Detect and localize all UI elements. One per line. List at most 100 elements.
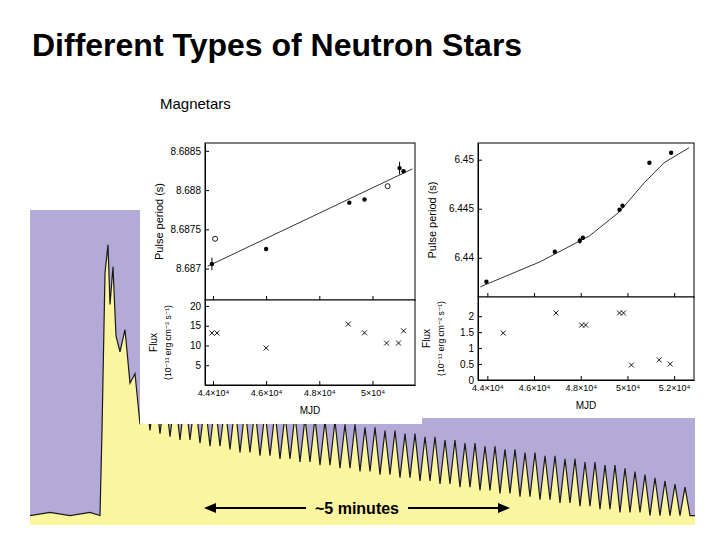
- data-point: [669, 151, 673, 155]
- tick-mark: [205, 326, 209, 327]
- tick: 5: [195, 360, 209, 371]
- tick: 6.44: [455, 252, 482, 263]
- annotation: ~5 minutes: [315, 500, 399, 517]
- tick: 6.45: [455, 154, 482, 165]
- tick: 10: [190, 340, 209, 351]
- fit-line: [208, 169, 413, 266]
- data-point: [553, 310, 558, 315]
- tick-mark: [478, 316, 482, 317]
- data-point: [397, 166, 401, 170]
- tick-mark: [372, 381, 373, 385]
- data-point: [210, 262, 214, 266]
- tick-label: 4.6×10⁴: [519, 383, 551, 393]
- y-axis: 6.44 6.445 6.45: [449, 144, 482, 298]
- plot-frame: [205, 300, 415, 385]
- data-point: [346, 322, 351, 327]
- inset-background: [140, 138, 422, 424]
- tick: [581, 293, 582, 297]
- tick-mark: [487, 293, 488, 297]
- tick-mark: [205, 269, 209, 270]
- tick: [627, 293, 628, 297]
- data-point: [501, 331, 506, 336]
- arrow-head: [498, 503, 510, 513]
- tick-label: 0.5: [460, 359, 474, 370]
- tick: 8.687: [176, 263, 209, 274]
- x-axis-title: MJD: [300, 405, 321, 416]
- tick-mark: [213, 381, 214, 385]
- tick-mark: [534, 376, 535, 380]
- tick: [487, 293, 488, 297]
- tick: 15: [190, 320, 209, 331]
- plot-frame: [478, 297, 694, 380]
- tick: 5×10⁴: [361, 381, 385, 398]
- tick-mark: [534, 293, 535, 297]
- tick: 6.445: [449, 203, 482, 214]
- y-axis: 00.511.52: [460, 298, 482, 386]
- tick-label: 1.5: [460, 327, 474, 338]
- y-axis-title: Flux: [148, 333, 159, 352]
- title: Different Types of Neutron Stars: [32, 27, 522, 63]
- tick-label: 4.8×10⁴: [565, 383, 597, 393]
- tick-mark: [581, 376, 582, 380]
- data-point: [384, 341, 389, 346]
- tick-label: 8.6875: [170, 224, 201, 235]
- data-point: [347, 200, 351, 204]
- tick-mark: [674, 376, 675, 380]
- tick-mark: [205, 229, 209, 230]
- tick-mark: [213, 296, 214, 300]
- y-axis: 8.687 8.6875 8.688 8.6885: [170, 144, 209, 301]
- axis-line: [205, 301, 206, 386]
- data-point: [621, 310, 626, 315]
- tick-label: 8.688: [176, 185, 201, 196]
- x-axis-title: MJD: [576, 400, 597, 411]
- tick: [266, 296, 267, 300]
- tick-mark: [319, 381, 320, 385]
- data-point: [581, 236, 585, 240]
- tick: [534, 293, 535, 297]
- inset-background: [416, 138, 699, 418]
- tick: 8.6875: [170, 224, 209, 235]
- tick-mark: [205, 345, 209, 346]
- tick-mark: [266, 381, 267, 385]
- tick-label: 6.445: [449, 203, 474, 214]
- tick-label: 6.45: [455, 154, 475, 165]
- tick: [213, 296, 214, 300]
- tick: 4.8×10⁴: [565, 376, 597, 393]
- tick-mark: [478, 160, 482, 161]
- slide: Different Types of Neutron StarsMagnetar…: [0, 0, 720, 540]
- tick-label: 2: [468, 311, 474, 322]
- tick-label: 4.4×10⁴: [472, 383, 504, 393]
- data-point: [385, 184, 390, 189]
- data-point: [553, 250, 557, 254]
- tick-mark: [478, 364, 482, 365]
- tick-label: 5×10⁴: [616, 383, 640, 393]
- tick: 8.6885: [170, 146, 209, 157]
- tick: 8.688: [176, 185, 209, 196]
- tick: 1.5: [460, 327, 482, 338]
- x-axis: 4.4×10⁴ 4.6×10⁴ 4.8×10⁴ 5×10⁴ 5.2×10⁴: [472, 376, 694, 393]
- tick-label: 4.6×10⁴: [251, 388, 283, 398]
- tick: [674, 293, 675, 297]
- data-point: [214, 331, 219, 336]
- tick-mark: [487, 376, 488, 380]
- plot-area: [480, 148, 689, 287]
- plot-area: [208, 162, 413, 270]
- tick: 5.2×10⁴: [659, 376, 691, 393]
- tick-label: 5.2×10⁴: [659, 383, 691, 393]
- tick-mark: [205, 190, 209, 191]
- tick: 4.8×10⁴: [304, 381, 336, 398]
- data-point: [617, 208, 621, 212]
- data-point: [264, 345, 269, 350]
- data-point: [213, 236, 218, 241]
- tick-mark: [478, 209, 482, 210]
- x-axis: 4.4×10⁴ 4.6×10⁴ 4.8×10⁴ 5×10⁴: [198, 381, 416, 398]
- tick-mark: [319, 296, 320, 300]
- data-point: [209, 331, 214, 336]
- tick-mark: [205, 306, 209, 307]
- tick: [372, 296, 373, 300]
- tick-label: 6.44: [455, 252, 475, 263]
- tick-label: 4.4×10⁴: [198, 388, 230, 398]
- arrow-shaft: [212, 507, 306, 509]
- tick: 0.5: [460, 359, 482, 370]
- tick: 5×10⁴: [616, 376, 640, 393]
